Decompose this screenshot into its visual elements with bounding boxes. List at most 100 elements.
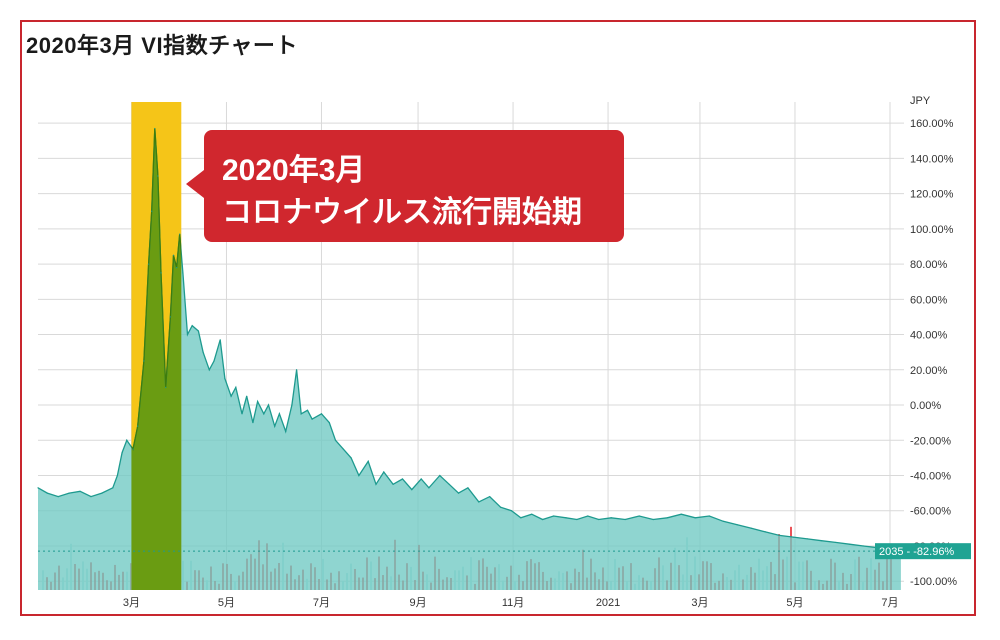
data-point bbox=[37, 487, 39, 489]
data-point bbox=[750, 527, 752, 529]
data-point bbox=[143, 360, 145, 362]
data-point bbox=[350, 457, 352, 459]
data-point bbox=[197, 330, 200, 332]
data-point bbox=[320, 413, 323, 415]
last-value-badge bbox=[875, 543, 971, 560]
data-point bbox=[610, 517, 612, 519]
data-point bbox=[213, 360, 215, 362]
data-point bbox=[638, 515, 640, 517]
data-point bbox=[90, 496, 92, 498]
last-value-layer: 2035 - -82.96% bbox=[38, 543, 971, 560]
chart-title: 2020年3月 VI指数チャート bbox=[26, 33, 298, 58]
y-tick-label: -60.00% bbox=[910, 506, 951, 518]
callout-line-1: 2020年3月 bbox=[222, 154, 365, 187]
data-point bbox=[208, 369, 210, 371]
data-point bbox=[401, 478, 404, 480]
y-tick-label: 40.00% bbox=[910, 330, 948, 342]
last-value-label: 2035 - -82.96% bbox=[879, 546, 954, 558]
data-point bbox=[736, 524, 738, 526]
data-point bbox=[147, 263, 150, 265]
data-point bbox=[778, 534, 780, 536]
y-tick-label: 0.00% bbox=[910, 400, 941, 412]
y-tick-label: 80.00% bbox=[910, 259, 948, 271]
data-point bbox=[576, 518, 578, 521]
data-point bbox=[274, 425, 276, 427]
data-point bbox=[121, 451, 123, 454]
data-point bbox=[172, 254, 175, 256]
y-tick-label: -20.00% bbox=[910, 435, 951, 447]
data-point bbox=[126, 439, 128, 441]
x-axis: 3月 5月 7月 9月 11月 2021 3月 5月 7月 bbox=[123, 597, 899, 609]
highlighted-line bbox=[131, 128, 182, 451]
y-tick-label: 120.00% bbox=[910, 189, 954, 201]
data-point bbox=[328, 422, 330, 424]
data-point bbox=[285, 430, 287, 433]
x-tick-label: 5月 bbox=[786, 597, 803, 609]
data-point bbox=[267, 404, 270, 406]
x-tick-label: 3月 bbox=[691, 597, 708, 609]
data-point bbox=[652, 518, 654, 521]
data-point bbox=[278, 413, 281, 415]
x-tick-label: 2021 bbox=[596, 597, 620, 609]
data-point bbox=[306, 409, 309, 411]
data-point bbox=[467, 487, 469, 489]
data-point bbox=[169, 316, 171, 318]
data-point bbox=[137, 425, 139, 427]
data-point bbox=[820, 540, 823, 542]
data-point bbox=[722, 520, 724, 522]
area-layer bbox=[37, 127, 902, 590]
y-tick-label: 140.00% bbox=[910, 153, 954, 165]
y-tick-label: 160.00% bbox=[910, 118, 954, 130]
data-point bbox=[520, 517, 522, 519]
data-point bbox=[246, 395, 248, 397]
data-point bbox=[358, 474, 360, 477]
data-point bbox=[834, 541, 837, 544]
data-point bbox=[552, 515, 555, 517]
data-point bbox=[792, 536, 795, 538]
data-point bbox=[420, 478, 422, 480]
data-point bbox=[230, 395, 232, 397]
data-point bbox=[46, 492, 48, 494]
y-tick-label: 60.00% bbox=[910, 294, 948, 306]
data-point bbox=[531, 513, 533, 515]
y-tick-label: -100.00% bbox=[910, 576, 957, 588]
data-point bbox=[191, 325, 193, 327]
data-point bbox=[342, 448, 344, 450]
data-point bbox=[383, 471, 385, 473]
highlighted-area bbox=[131, 128, 182, 590]
data-point bbox=[160, 272, 162, 274]
data-point bbox=[112, 487, 114, 489]
data-point bbox=[439, 474, 441, 477]
callout-box bbox=[204, 130, 624, 242]
x-tick-label: 7月 bbox=[313, 597, 330, 609]
data-point bbox=[708, 515, 710, 517]
series-area bbox=[38, 128, 901, 590]
data-point bbox=[116, 474, 119, 477]
data-point bbox=[334, 439, 337, 441]
data-point bbox=[587, 515, 589, 517]
data-point bbox=[235, 386, 237, 389]
data-point bbox=[367, 460, 369, 462]
y-axis-unit: JPY bbox=[910, 95, 931, 107]
data-point bbox=[624, 518, 626, 521]
data-point bbox=[375, 483, 377, 485]
data-point bbox=[57, 496, 59, 498]
data-point bbox=[176, 267, 178, 269]
data-point bbox=[542, 518, 544, 521]
data-point bbox=[680, 513, 682, 515]
data-point bbox=[101, 492, 103, 494]
data-point bbox=[224, 377, 226, 380]
data-point bbox=[182, 272, 184, 274]
data-point bbox=[263, 413, 265, 415]
data-point bbox=[565, 517, 567, 519]
data-point bbox=[219, 339, 221, 341]
data-point bbox=[862, 545, 865, 547]
callout-line-2: コロナウイルス流行開始期 bbox=[222, 196, 582, 229]
data-point bbox=[694, 517, 696, 519]
data-point bbox=[848, 543, 851, 545]
x-tick-label: 11月 bbox=[502, 597, 524, 609]
data-point bbox=[311, 418, 313, 420]
data-point bbox=[666, 517, 668, 519]
callout-pointer bbox=[186, 170, 204, 198]
